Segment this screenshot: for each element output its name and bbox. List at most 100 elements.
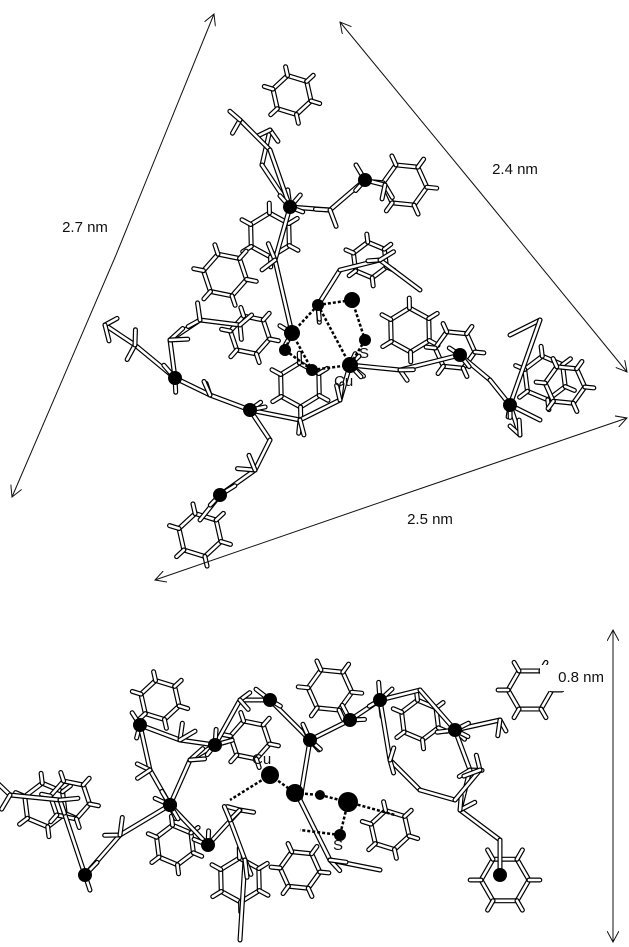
bond: [541, 690, 552, 709]
bond: [164, 706, 179, 720]
bond: [170, 339, 188, 340]
bond: [475, 352, 484, 353]
bond: [427, 187, 437, 188]
atom: [263, 693, 277, 707]
bond: [240, 120, 270, 150]
atom: [284, 325, 300, 341]
bond: [215, 700, 240, 745]
bond: [409, 308, 428, 319]
bond: [383, 165, 396, 183]
bond: [230, 721, 243, 736]
arrow: [12, 255, 116, 497]
bond: [281, 374, 282, 396]
dimension-label: 2.5 nm: [407, 511, 453, 528]
arrow: [155, 499, 390, 580]
bond: [259, 869, 260, 891]
bond: [203, 254, 218, 270]
bond: [90, 804, 99, 806]
atom: [358, 173, 372, 187]
bond: [394, 836, 409, 850]
bond: [367, 234, 368, 242]
bond: [270, 744, 279, 746]
bond: [251, 213, 270, 224]
bond: [171, 816, 172, 825]
bond: [312, 854, 320, 872]
atom: [448, 723, 462, 737]
atom: [338, 792, 358, 812]
bond: [177, 853, 193, 865]
bond: [508, 690, 519, 709]
atom: [201, 838, 215, 852]
bond: [585, 387, 594, 388]
atom: [133, 718, 147, 732]
bond: [420, 790, 455, 800]
bond: [343, 672, 352, 692]
atom-label: Cu: [334, 373, 353, 390]
dimension-label: 2.4 nm: [492, 161, 538, 178]
bond: [380, 700, 390, 760]
bond: [301, 396, 320, 407]
bond: [320, 872, 329, 873]
bond: [170, 760, 190, 805]
bond: [541, 346, 542, 356]
bond: [404, 732, 422, 740]
arrow: [116, 14, 214, 255]
dimension-arrows: [12, 14, 627, 942]
bond: [392, 156, 396, 165]
atom: [303, 733, 317, 747]
bond: [317, 661, 321, 670]
bond: [221, 891, 240, 902]
atom: [503, 398, 517, 412]
bond: [48, 827, 49, 837]
bond: [481, 880, 493, 901]
dimension-label: 2.7 nm: [62, 219, 108, 236]
atom: [208, 738, 222, 752]
bond: [281, 396, 300, 407]
contact: [318, 305, 350, 365]
bond: [76, 804, 89, 819]
bond: [270, 339, 279, 341]
atom-label: S: [333, 837, 343, 854]
bond: [179, 514, 195, 529]
bond: [190, 759, 205, 760]
atom: [344, 292, 360, 308]
bond: [298, 687, 308, 688]
bond: [273, 75, 288, 89]
bond: [435, 332, 447, 348]
bond: [60, 798, 78, 800]
atom-label: S: [359, 345, 369, 362]
bond: [157, 825, 173, 837]
molecule-drawing: [0, 67, 594, 940]
bond: [429, 319, 430, 341]
bond: [205, 542, 221, 557]
bond: [536, 382, 545, 383]
bond: [391, 341, 410, 352]
bond: [372, 267, 386, 278]
arrow: [390, 418, 627, 499]
bond: [577, 369, 585, 387]
atom: [312, 299, 324, 311]
atom: [493, 868, 507, 882]
bond: [255, 440, 270, 470]
bond: [339, 710, 343, 719]
bond: [280, 868, 288, 886]
bond: [402, 700, 418, 712]
bond: [545, 367, 557, 383]
bond: [352, 692, 362, 693]
bond: [42, 794, 51, 796]
bond: [353, 242, 367, 253]
bond: [517, 859, 529, 880]
atom: [306, 364, 318, 376]
bond: [141, 680, 156, 694]
atom: [213, 488, 227, 502]
bond: [232, 279, 247, 295]
bond: [380, 260, 420, 290]
bond: [426, 347, 435, 348]
bond: [414, 205, 418, 214]
arrow: [484, 197, 627, 372]
atom: [453, 348, 467, 362]
figure: 2.7 nm 2.4 nm 2.5 nm Cu S 0.8 nm Cu S: [0, 0, 629, 947]
atom: [261, 766, 279, 784]
bond: [221, 869, 222, 891]
bond: [391, 308, 410, 319]
